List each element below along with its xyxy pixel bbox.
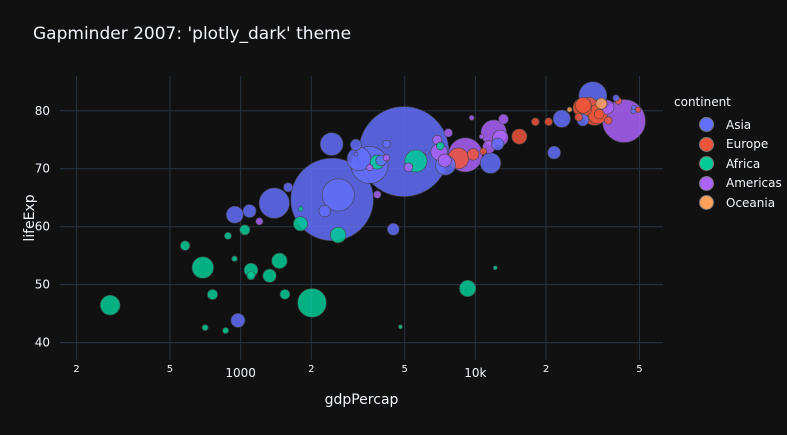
data-point-asia xyxy=(230,313,246,328)
data-point-africa xyxy=(398,324,403,330)
data-point-africa xyxy=(246,271,256,281)
legend-item-oceania[interactable]: Oceania xyxy=(674,193,782,213)
data-point-africa xyxy=(191,256,214,279)
legend-item-europe[interactable]: Europe xyxy=(674,135,782,155)
x-tick-label: 2 xyxy=(73,364,79,375)
x-tick-label: 2 xyxy=(543,364,549,375)
data-point-africa xyxy=(297,288,327,318)
x-tick-label: 5 xyxy=(636,364,642,375)
data-point-africa xyxy=(99,294,121,316)
data-point-africa xyxy=(279,289,291,300)
data-point-europe xyxy=(531,117,540,127)
data-point-asia xyxy=(424,150,430,155)
data-point-africa xyxy=(459,279,477,297)
data-point-americas xyxy=(366,163,374,172)
data-point-asia xyxy=(631,105,637,111)
y-tick-label: 70 xyxy=(35,162,50,176)
data-point-asia xyxy=(242,204,257,218)
data-point-asia xyxy=(319,132,344,156)
data-point-europe xyxy=(511,128,528,145)
legend-swatch xyxy=(699,195,714,211)
data-point-africa xyxy=(271,252,288,269)
legend-item-americas[interactable]: Americas xyxy=(674,174,782,194)
legend-swatch xyxy=(699,175,714,191)
data-point-europe xyxy=(575,97,592,114)
data-point-africa xyxy=(436,141,445,151)
data-point-africa xyxy=(231,255,238,262)
data-point-africa xyxy=(201,324,209,331)
data-point-americas xyxy=(437,153,452,168)
data-point-africa xyxy=(239,224,251,236)
legend: continent Asia Europe Africa Americas Oceani… xyxy=(674,95,782,213)
data-point-africa xyxy=(298,206,304,212)
y-tick-label: 60 xyxy=(35,220,50,234)
legend-title: continent xyxy=(674,95,731,109)
data-point-asia xyxy=(318,204,331,218)
data-point-asia xyxy=(387,223,400,236)
data-point-asia xyxy=(225,205,244,224)
data-point-asia xyxy=(353,151,359,157)
y-axis-label: lifeExp xyxy=(22,194,38,241)
data-point-europe xyxy=(593,108,605,120)
data-point-africa xyxy=(293,216,308,232)
data-point-americas xyxy=(468,115,475,121)
data-point-africa xyxy=(492,265,498,271)
data-point-americas xyxy=(382,154,390,162)
data-point-americas xyxy=(498,113,509,125)
data-point-asia xyxy=(491,137,505,151)
data-point-asia xyxy=(321,178,355,212)
data-point-europe xyxy=(479,147,487,155)
data-point-africa xyxy=(207,289,218,300)
data-point-asia xyxy=(552,109,571,128)
x-tick-label: 5 xyxy=(402,364,408,375)
data-point-europe xyxy=(603,116,613,125)
data-point-africa xyxy=(224,232,232,240)
data-point-americas xyxy=(403,162,414,172)
data-point-asia xyxy=(283,182,294,193)
data-point-africa xyxy=(329,226,347,244)
data-point-asia xyxy=(382,139,391,149)
legend-swatch xyxy=(699,136,714,152)
data-point-asia xyxy=(612,94,620,102)
data-point-asia xyxy=(258,187,290,219)
data-point-asia xyxy=(350,138,362,151)
x-tick-label: 2 xyxy=(308,364,314,375)
x-tick-label: 10k xyxy=(464,366,486,380)
y-tick-label: 80 xyxy=(35,104,50,118)
legend-label: Oceania xyxy=(726,195,776,210)
data-point-europe xyxy=(467,148,480,161)
data-point-oceania xyxy=(566,106,573,113)
legend-swatch xyxy=(699,156,714,172)
legend-item-asia[interactable]: Asia xyxy=(674,115,782,135)
legend-item-africa[interactable]: Africa xyxy=(674,154,782,174)
data-point-americas xyxy=(373,190,382,199)
data-point-americas xyxy=(443,128,453,138)
x-axis-label: gdpPercap xyxy=(325,392,399,408)
x-tick-label: 1000 xyxy=(225,366,256,380)
data-point-americas xyxy=(255,217,264,226)
data-point-asia xyxy=(547,145,561,160)
legend-label: Africa xyxy=(726,156,761,171)
data-point-europe xyxy=(635,106,642,113)
legend-label: Americas xyxy=(726,176,782,191)
legend-label: Europe xyxy=(726,137,769,152)
data-point-africa xyxy=(222,327,229,334)
y-tick-label: 50 xyxy=(35,278,50,292)
data-point-africa xyxy=(262,268,277,283)
data-point-asia xyxy=(479,152,502,174)
y-tick-label: 40 xyxy=(35,336,50,350)
data-point-oceania xyxy=(595,97,608,110)
data-point-americas xyxy=(478,134,485,140)
data-point-europe xyxy=(544,117,553,127)
legend-swatch xyxy=(699,117,714,133)
x-tick-label: 5 xyxy=(167,364,173,375)
data-point-africa xyxy=(180,240,191,251)
data-point-europe xyxy=(574,112,583,122)
legend-label: Asia xyxy=(726,117,752,132)
chart-title: Gapminder 2007: 'plotly_dark' theme xyxy=(33,24,352,44)
